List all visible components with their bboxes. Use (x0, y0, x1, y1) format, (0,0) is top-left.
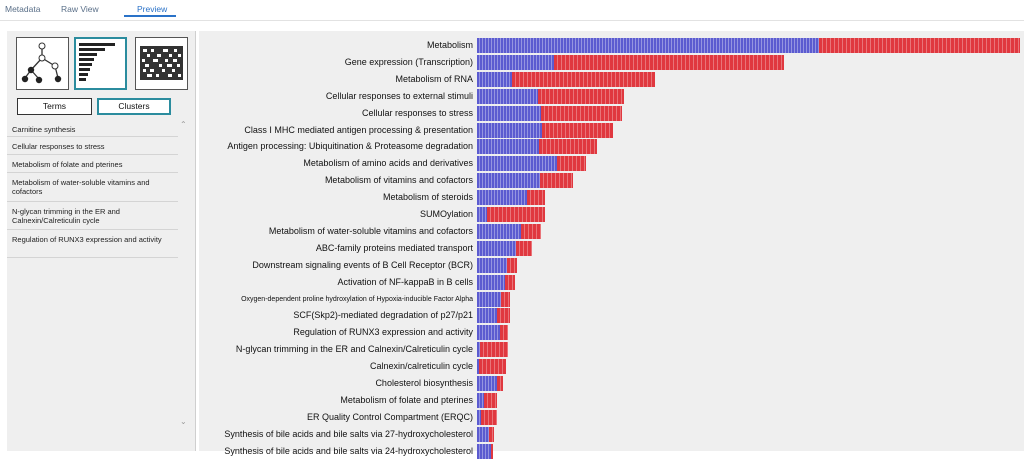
bar-segment-red[interactable] (540, 105, 622, 121)
bar-segment-red[interactable] (504, 274, 515, 290)
bar-segment-blue[interactable] (477, 88, 538, 104)
bar-segment-red[interactable] (520, 223, 541, 239)
bar-segment-blue[interactable] (477, 443, 491, 459)
term-label: Metabolism of folate and pterines (340, 394, 473, 405)
bar-segment-blue[interactable] (477, 139, 539, 155)
term-label: Metabolism of vitamins and cofactors (324, 175, 473, 186)
bar-segment-red[interactable] (488, 426, 494, 442)
bar-segment-red[interactable] (483, 392, 497, 408)
bar-segment-blue[interactable] (477, 274, 505, 290)
bar-segment-blue[interactable] (477, 392, 484, 408)
bar-segment-blue[interactable] (477, 291, 501, 307)
term-label: Cholesterol biosynthesis (375, 378, 473, 388)
bar-segment-red[interactable] (500, 291, 510, 307)
bar-segment-red[interactable] (486, 207, 545, 222)
bar-chart-view-button[interactable] (74, 37, 127, 90)
network-view-icon (21, 42, 62, 84)
bar-segment-red[interactable] (496, 308, 510, 324)
left-panel: Terms Clusters Carnitine synthesis Cellu… (7, 31, 196, 451)
bar-segment-red[interactable] (539, 173, 573, 189)
term-label: Cellular responses to external stimuli (325, 90, 473, 101)
heatmap-view-button[interactable] (135, 37, 188, 90)
list-item[interactable]: Metabolism of folate and pterines (7, 155, 178, 173)
bar-segment-blue[interactable] (477, 207, 487, 222)
term-label: Activation of NF-kappaB in B cells (337, 276, 473, 287)
bar-segment-red[interactable] (515, 240, 532, 256)
scroll-up-arrow-icon[interactable]: ⌃ (180, 120, 187, 129)
bar-segment-red[interactable] (819, 38, 1020, 53)
term-label: Regulation of RUNX3 expression and activ… (293, 327, 473, 338)
list-item[interactable]: Carnitine synthesis (7, 120, 178, 137)
bar-segment-red[interactable] (496, 376, 503, 391)
bar-segment-red[interactable] (480, 409, 497, 425)
bar-chart: Metabolism Gene expression (Transcription… (199, 31, 1024, 459)
terms-button[interactable]: Terms (17, 98, 92, 115)
term-label: Class I MHC mediated antigen processing … (244, 124, 473, 135)
bar-segment-blue[interactable] (477, 122, 542, 138)
bar-segment-blue[interactable] (477, 223, 521, 239)
term-label: Metabolism of amino acids and derivative… (303, 158, 473, 169)
bar-segment-red[interactable] (506, 257, 517, 273)
bar-segment-blue[interactable] (477, 342, 480, 358)
bar-segment-red[interactable] (499, 325, 508, 341)
bar-segment-blue[interactable] (477, 173, 540, 189)
term-label: N-glycan trimming in the ER and Calnexin… (235, 344, 473, 355)
term-label: ABC-family proteins mediated transport (315, 242, 473, 253)
bar-segment-blue[interactable] (477, 426, 489, 442)
bar-segment-red[interactable] (490, 443, 493, 459)
term-label: Synthesis of bile acids and bile salts v… (224, 428, 473, 439)
bar-segment-blue[interactable] (477, 156, 557, 172)
bar-segment-red[interactable] (553, 54, 785, 70)
term-label: Metabolism of steroids (382, 192, 473, 203)
bar-segment-blue[interactable] (477, 190, 527, 206)
term-label: Downstream signaling events of B Cell Re… (252, 259, 473, 270)
bar-segment-red[interactable] (479, 342, 508, 358)
bar-segment-blue[interactable] (477, 409, 481, 425)
heatmap-view-icon (140, 46, 183, 80)
bar-segment-blue[interactable] (477, 308, 497, 324)
tab-metadata[interactable]: Metadata (5, 4, 41, 14)
bar-segment-blue[interactable] (477, 325, 500, 341)
term-label: Synthesis of bile acids and bile salts v… (224, 445, 473, 456)
bar-segment-blue[interactable] (477, 376, 497, 391)
bar-segment-red[interactable] (537, 88, 624, 104)
term-label: ER Quality Control Compartment (ERQC) (306, 411, 473, 422)
bar-segment-blue[interactable] (477, 38, 820, 53)
term-label: Gene expression (Transcription) (344, 56, 473, 67)
term-label: SCF(Skp2)-mediated degradation of p27/p2… (293, 310, 473, 321)
bar-segment-red[interactable] (511, 71, 655, 87)
list-item[interactable]: Metabolism of water-soluble vitamins and… (7, 173, 178, 202)
bar-segment-blue[interactable] (477, 105, 541, 121)
bar-segment-red[interactable] (541, 122, 613, 138)
bar-segment-blue[interactable] (477, 359, 479, 375)
bar-segment-red[interactable] (526, 190, 545, 206)
bar-segment-blue[interactable] (477, 240, 516, 256)
list-item[interactable]: Regulation of RUNX3 expression and activ… (7, 230, 178, 258)
term-label: Antigen processing: Ubiquitination & Pro… (227, 141, 473, 152)
list-item[interactable]: N-glycan trimming in the ER and Calnexin… (7, 202, 178, 230)
term-label: Calnexin/calreticulin cycle (369, 361, 473, 372)
term-label: Metabolism of RNA (395, 73, 473, 84)
bar-segment-red[interactable] (556, 156, 586, 172)
tab-bar: Metadata Raw View Preview (0, 0, 1024, 21)
term-label: Oxygen-dependent proline hydroxylation o… (241, 295, 473, 303)
term-label: Metabolism of water-soluble vitamins and… (268, 225, 473, 236)
bar-segment-blue[interactable] (477, 54, 554, 70)
network-view-button[interactable] (16, 37, 69, 90)
bar-segment-red[interactable] (538, 139, 597, 155)
bar-segment-blue[interactable] (477, 71, 512, 87)
list-item[interactable]: Cellular responses to stress (7, 137, 178, 155)
active-tab-indicator (124, 15, 176, 17)
bar-chart-view-icon (79, 43, 115, 81)
term-label: Metabolism (426, 40, 473, 50)
bar-segment-red[interactable] (478, 359, 506, 375)
scroll-down-arrow-icon[interactable]: ⌄ (180, 417, 187, 426)
bar-segment-blue[interactable] (477, 257, 507, 273)
term-label: SUMOylation (419, 209, 473, 219)
tab-preview[interactable]: Preview (137, 4, 168, 14)
term-label: Cellular responses to stress (361, 107, 473, 118)
tab-raw-view[interactable]: Raw View (61, 4, 99, 14)
clusters-button[interactable]: Clusters (97, 98, 171, 115)
